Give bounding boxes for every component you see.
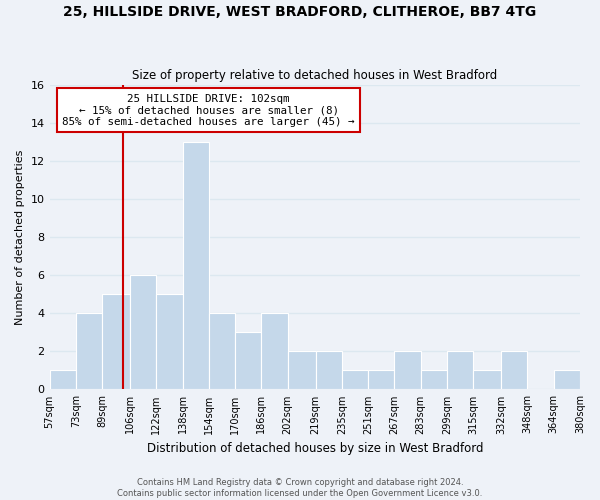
Text: 25 HILLSIDE DRIVE: 102sqm
← 15% of detached houses are smaller (8)
85% of semi-d: 25 HILLSIDE DRIVE: 102sqm ← 15% of detac… (62, 94, 355, 127)
Bar (50, 370, 76, 390)
X-axis label: Distribution of detached houses by size in West Bradford: Distribution of detached houses by size … (146, 442, 483, 455)
Bar (342, 370, 368, 390)
Bar (102, 294, 130, 390)
Bar (473, 370, 501, 390)
Text: Contains HM Land Registry data © Crown copyright and database right 2024.
Contai: Contains HM Land Registry data © Crown c… (118, 478, 482, 498)
Bar (130, 275, 156, 390)
Bar (447, 352, 473, 390)
Bar (235, 332, 262, 390)
Title: Size of property relative to detached houses in West Bradford: Size of property relative to detached ho… (132, 69, 497, 82)
Bar (501, 352, 527, 390)
Bar (76, 313, 102, 390)
Bar (262, 313, 287, 390)
Bar (182, 142, 209, 390)
Bar (421, 370, 447, 390)
Bar (316, 352, 342, 390)
Bar (287, 352, 316, 390)
Y-axis label: Number of detached properties: Number of detached properties (15, 150, 25, 324)
Bar (554, 370, 580, 390)
Bar (156, 294, 182, 390)
Bar (394, 352, 421, 390)
Bar (209, 313, 235, 390)
Bar (368, 370, 394, 390)
Text: 25, HILLSIDE DRIVE, WEST BRADFORD, CLITHEROE, BB7 4TG: 25, HILLSIDE DRIVE, WEST BRADFORD, CLITH… (64, 5, 536, 19)
